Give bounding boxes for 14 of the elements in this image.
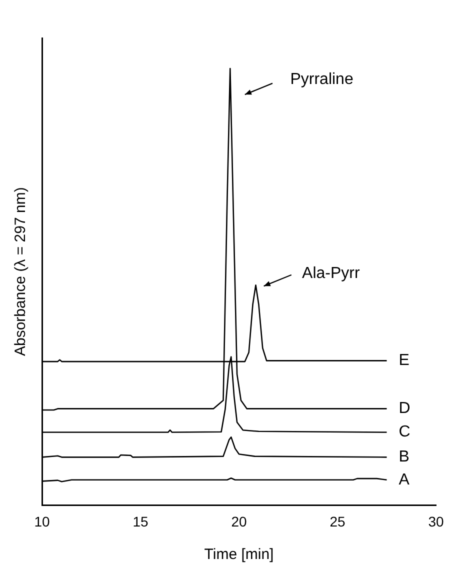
- series-label: B: [398, 448, 410, 466]
- y-axis-title: Absorbance (λ = 297 nm): [12, 187, 30, 356]
- x-tick-label: 20: [231, 513, 247, 530]
- annotation: Pyrraline: [290, 71, 354, 88]
- series-label: A: [398, 471, 410, 488]
- x-tick-label: 25: [330, 513, 346, 530]
- x-axis-title: Time [min]: [204, 546, 274, 564]
- annotation: Ala-Pyrr: [302, 265, 360, 282]
- x-tick-label: 15: [132, 513, 148, 530]
- x-tick-label: 10: [34, 513, 50, 530]
- series-label: C: [398, 424, 410, 441]
- series-label: E: [398, 352, 410, 370]
- x-tick-label: 30: [428, 513, 444, 530]
- series-label: D: [398, 400, 410, 418]
